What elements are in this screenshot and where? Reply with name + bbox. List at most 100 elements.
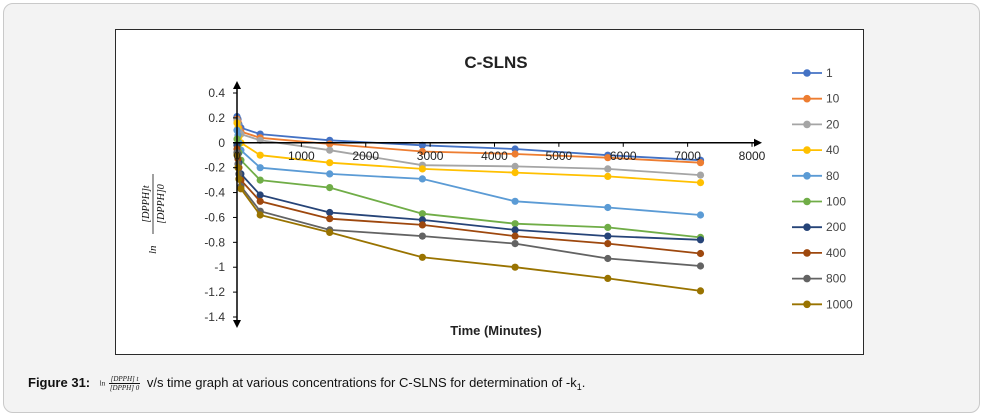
data-point-1000-9 — [696, 287, 705, 295]
legend-marker-200 — [803, 223, 811, 231]
caption-label: Figure 31: — [28, 375, 91, 390]
y-tick-label: -0.4 — [204, 186, 225, 200]
data-point-1000-6 — [418, 253, 426, 261]
data-point-100-7 — [511, 220, 519, 228]
data-point-40-6 — [418, 165, 426, 173]
legend-marker-40 — [803, 146, 811, 154]
data-point-10-8 — [604, 154, 612, 162]
data-point-800-7 — [511, 240, 519, 248]
data-point-1000-5 — [326, 228, 334, 236]
caption-subscript: 1 — [576, 382, 582, 392]
data-point-100-6 — [418, 210, 426, 218]
y-tick-label: 0.2 — [208, 111, 225, 125]
x-tick-label: 0 — [234, 149, 241, 163]
data-point-400-8 — [604, 240, 612, 248]
y-tick-label: -0.2 — [204, 161, 225, 175]
y-tick-label: -1 — [214, 260, 225, 274]
legend-label-80: 80 — [826, 169, 840, 183]
data-point-400-9 — [696, 249, 705, 258]
legend-label-40: 40 — [826, 143, 840, 157]
chart-frame: C-SLNS 0.4 0.2 0 -0.2 -0.4 -0.6 -0.8 -1 -1.2 -1.4 0… — [115, 29, 864, 355]
x-tick-label: 2000 — [352, 149, 379, 163]
data-point-80-7 — [511, 197, 519, 205]
data-point-10-7 — [511, 150, 519, 158]
caption-text: v/s time graph at various concentrations… — [146, 375, 577, 390]
data-point-1000-3 — [237, 185, 245, 193]
x-axis-label: Time (Minutes) — [450, 323, 542, 338]
data-point-10-5 — [326, 140, 334, 148]
data-point-200-9 — [696, 236, 705, 244]
y-tick-label: 0 — [218, 136, 225, 150]
data-point-800-6 — [418, 232, 426, 240]
data-point-80-6 — [418, 175, 426, 183]
data-point-400-7 — [511, 232, 519, 240]
data-point-1000-1 — [234, 164, 242, 172]
data-point-800-9 — [696, 262, 705, 270]
y-tick-label: 0.4 — [208, 86, 225, 100]
data-point-400-6 — [418, 221, 426, 229]
y-tick-label: -0.6 — [204, 210, 225, 224]
data-point-20-8 — [604, 165, 612, 173]
data-point-1000-7 — [511, 263, 519, 271]
legend-label-10: 10 — [826, 92, 840, 106]
legend-marker-100 — [803, 197, 811, 206]
series-line-1000 — [236, 155, 701, 292]
data-point-40-4 — [256, 151, 264, 159]
y-tick-label: -0.8 — [204, 235, 225, 249]
x-tick-label: 3000 — [417, 149, 444, 163]
legend-label-200: 200 — [826, 220, 846, 234]
data-point-100-5 — [326, 184, 334, 192]
caption-fraction-denominator: [DPPH] 0 — [109, 384, 140, 393]
data-point-100-4 — [256, 176, 264, 184]
data-point-40-9 — [696, 179, 705, 187]
y-label-denominator: [DPPH]0 — [156, 184, 167, 223]
data-point-20-7 — [511, 162, 519, 170]
data-point-100-8 — [604, 223, 612, 231]
legend-marker-10 — [803, 94, 811, 103]
data-point-20-9 — [696, 171, 705, 179]
figure-panel: C-SLNS 0.4 0.2 0 -0.2 -0.4 -0.6 -0.8 -1 -1.2 -1.4 0… — [3, 3, 980, 413]
data-point-400-4 — [256, 197, 264, 205]
x-tick-label: 8000 — [739, 149, 766, 163]
chart-title: C-SLNS — [464, 53, 527, 72]
y-label-numerator: [DPPH]t — [141, 185, 152, 222]
caption-ln: ln — [99, 379, 106, 388]
legend-label-1000: 1000 — [826, 297, 853, 311]
data-point-800-8 — [604, 254, 612, 263]
data-point-80-9 — [696, 211, 705, 219]
caption-fraction-numerator: [DPPH] t — [108, 375, 141, 385]
data-point-200-4 — [256, 191, 264, 199]
legend-marker-20 — [803, 120, 811, 129]
data-point-200-5 — [326, 208, 334, 217]
y-axis-arrow-bottom — [233, 320, 241, 328]
data-point-80-8 — [604, 203, 612, 212]
data-point-80-5 — [326, 170, 334, 178]
legend-label-1: 1 — [826, 66, 833, 80]
y-axis-label: ln [DPPH]t [DPPH]0 — [141, 174, 167, 254]
legend-label-400: 400 — [826, 246, 846, 260]
data-point-10-6 — [418, 147, 426, 156]
data-point-40-5 — [326, 159, 334, 167]
line-chart: C-SLNS 0.4 0.2 0 -0.2 -0.4 -0.6 -0.8 -1 -1.2 -1.4 0… — [141, 53, 853, 338]
legend-marker-800 — [803, 274, 811, 283]
data-point-200-8 — [604, 232, 612, 240]
data-point-40-8 — [604, 172, 612, 180]
data-point-200-6 — [418, 216, 426, 224]
caption-suffix: . — [581, 375, 586, 390]
x-tick-label: 6000 — [610, 149, 637, 163]
legend-label-20: 20 — [826, 117, 840, 131]
data-point-1000-8 — [604, 274, 612, 282]
legend-marker-1 — [803, 69, 811, 77]
x-tick-label: 1000 — [288, 149, 315, 163]
legend-marker-80 — [803, 172, 811, 180]
x-tick-label: 5000 — [546, 149, 573, 163]
legend-label-100: 100 — [826, 195, 846, 209]
x-axis-arrow — [754, 138, 762, 147]
x-tick-label: 7000 — [674, 149, 701, 163]
data-point-1-7 — [511, 145, 519, 153]
data-point-1000-4 — [256, 211, 264, 219]
figure-caption: Figure 31: ln [DPPH] t [DPPH] 0 v/s time… — [28, 375, 585, 392]
y-label-prefix: ln — [147, 245, 159, 254]
y-tick-label: -1.2 — [204, 285, 225, 299]
data-point-80-4 — [256, 164, 264, 172]
